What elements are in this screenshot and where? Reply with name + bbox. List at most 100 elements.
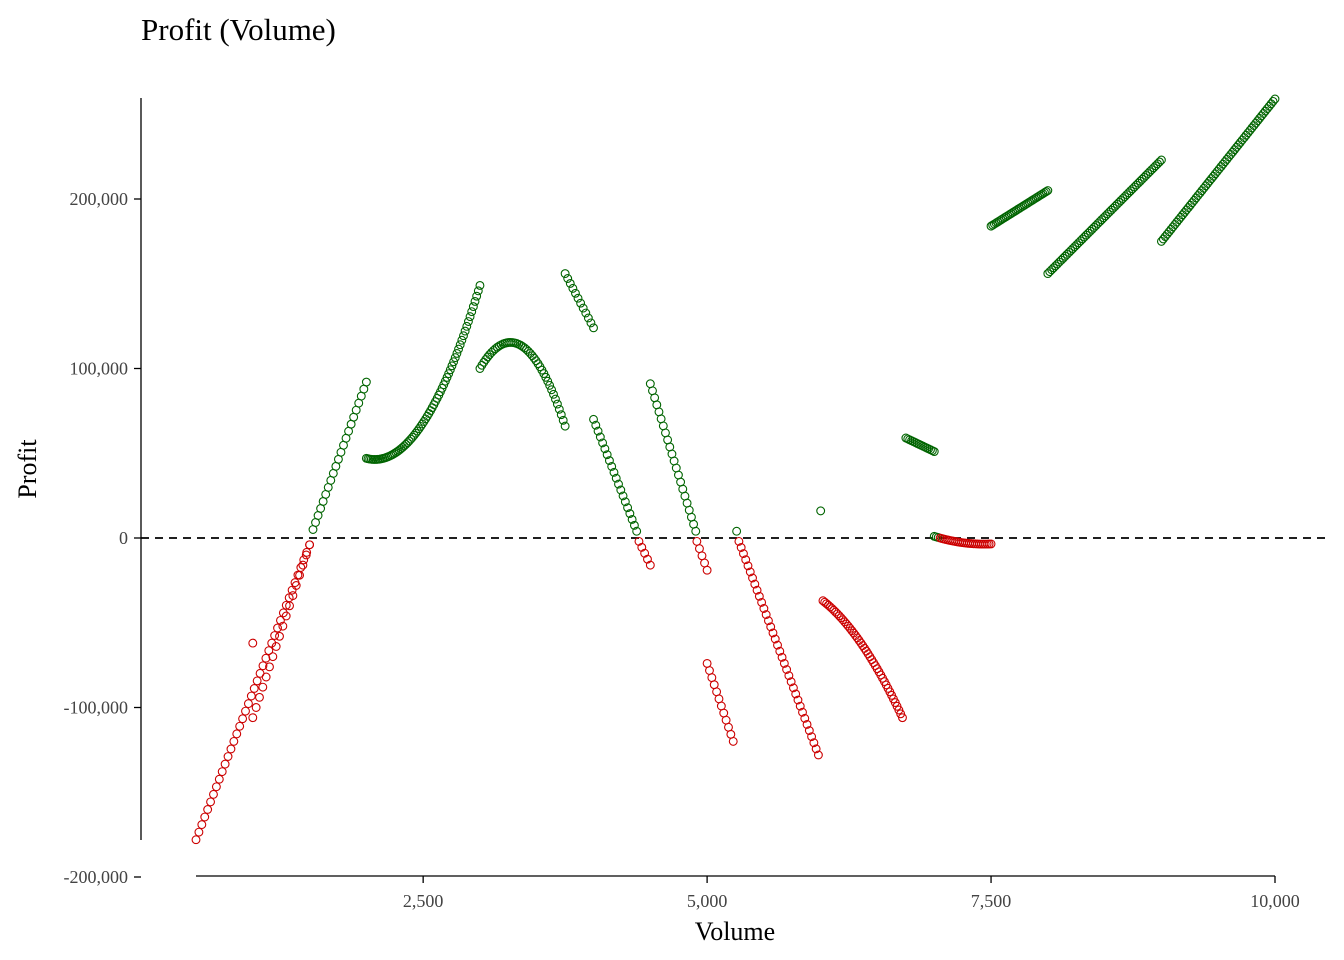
data-point <box>258 682 268 692</box>
data-point <box>766 622 776 632</box>
data-point <box>691 526 701 536</box>
data-point <box>281 611 291 621</box>
data-point <box>457 335 467 345</box>
data-point <box>811 744 821 754</box>
data-point <box>741 555 751 565</box>
data-point <box>816 506 826 516</box>
data-point <box>732 526 742 536</box>
data-point <box>197 820 207 830</box>
data-point <box>249 684 259 693</box>
data-point <box>261 653 271 663</box>
x-tick-label: 7,500 <box>971 891 1012 911</box>
data-point <box>754 591 764 601</box>
data-point <box>288 591 298 601</box>
data-point <box>598 438 608 448</box>
chart-title: Profit (Volume) <box>141 12 336 47</box>
data-point <box>305 540 315 550</box>
data-point <box>757 597 767 607</box>
data-point <box>465 312 475 322</box>
x-tick-label: 10,000 <box>1250 891 1300 911</box>
data-points <box>191 94 1280 845</box>
data-point <box>209 789 218 799</box>
data-point <box>702 565 712 575</box>
data-point <box>860 643 869 653</box>
data-point <box>265 662 274 672</box>
data-point <box>223 752 233 761</box>
data-point <box>563 274 573 283</box>
data-point <box>229 736 239 746</box>
data-point <box>217 767 227 777</box>
data-point <box>571 288 580 298</box>
data-point <box>278 621 288 631</box>
data-point <box>473 286 483 296</box>
data-point <box>1270 94 1280 104</box>
data-point <box>748 573 757 583</box>
data-point <box>472 291 482 301</box>
data-point <box>281 600 291 610</box>
data-point <box>898 713 907 723</box>
data-point <box>784 671 794 681</box>
data-point <box>275 631 284 641</box>
data-point <box>576 298 586 308</box>
data-point <box>298 560 308 570</box>
data-point <box>554 404 564 414</box>
data-point <box>861 646 871 656</box>
data-point <box>586 318 596 328</box>
data-point <box>632 526 642 536</box>
data-point <box>547 385 557 395</box>
x-tick-label: 2,500 <box>403 891 444 911</box>
y-tick-label: 0 <box>119 528 128 548</box>
data-point <box>734 536 744 546</box>
data-point <box>779 658 789 668</box>
data-point <box>258 661 268 671</box>
data-point <box>255 692 264 702</box>
data-point <box>454 344 463 354</box>
data-point <box>623 503 633 513</box>
data-point <box>278 608 288 618</box>
data-point <box>299 555 309 565</box>
data-point <box>468 302 478 312</box>
data-point <box>643 554 652 564</box>
data-point <box>607 462 617 471</box>
data-point <box>301 550 311 560</box>
data-point <box>449 357 459 367</box>
y-axis: -200,000 -100,000 0 100,000 200,000 <box>64 98 142 887</box>
data-point <box>625 509 635 519</box>
data-point <box>611 473 621 483</box>
data-point <box>773 640 782 650</box>
data-point <box>736 543 746 552</box>
data-point <box>200 812 210 822</box>
data-point <box>1043 186 1053 195</box>
data-point <box>552 399 562 409</box>
data-point <box>450 353 460 363</box>
data-point <box>809 738 819 748</box>
data-point <box>745 567 755 577</box>
data-point <box>697 551 707 561</box>
x-tick-label: 5,000 <box>687 891 728 911</box>
data-point <box>296 563 306 572</box>
data-point <box>560 421 570 431</box>
y-tick-label: -100,000 <box>64 698 129 718</box>
data-point <box>602 450 612 460</box>
data-point <box>604 456 614 466</box>
data-point <box>614 479 623 489</box>
data-point <box>798 707 807 717</box>
data-point <box>444 369 454 379</box>
data-point <box>728 736 738 746</box>
data-point <box>786 677 796 687</box>
data-point <box>241 706 250 716</box>
data-point <box>743 561 753 571</box>
data-point <box>782 665 792 674</box>
data-point <box>463 317 473 326</box>
data-point <box>251 703 261 712</box>
data-point <box>232 729 242 739</box>
data-point <box>447 361 457 371</box>
data-point <box>412 426 422 436</box>
data-point <box>276 615 285 625</box>
data-point <box>220 759 230 769</box>
data-point <box>793 695 803 705</box>
data-point <box>452 348 462 358</box>
data-point <box>609 467 619 477</box>
data-point <box>470 296 480 306</box>
data-point <box>578 303 588 313</box>
